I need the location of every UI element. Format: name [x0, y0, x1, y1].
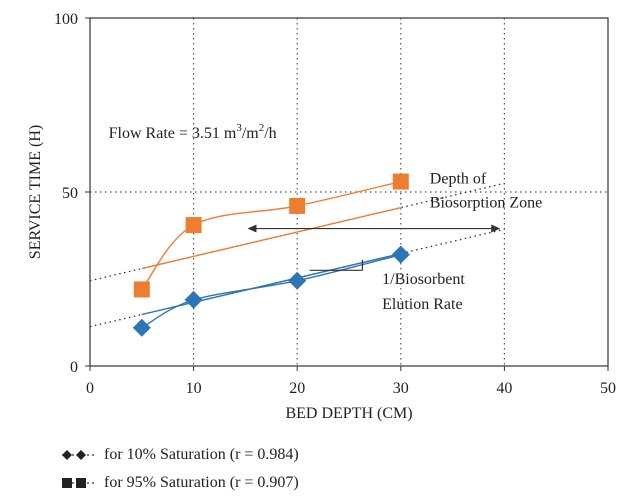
data-point-diamond	[391, 245, 410, 264]
data-point-diamond	[132, 318, 151, 337]
depth-zone-arrowhead-right	[491, 224, 501, 233]
x-axis-label: BED DEPTH (CM)	[285, 405, 412, 422]
series-curve-0	[141, 253, 401, 329]
data-point-square	[185, 217, 202, 234]
flow-rate-superscript: 2	[259, 122, 265, 134]
legend-symbol-square	[60, 476, 98, 490]
data-point-diamond	[288, 271, 307, 290]
x-tick-label: 20	[289, 380, 305, 397]
y-tick-label: 50	[62, 185, 78, 202]
y-axis-label: SERVICE TIME (H)	[27, 125, 44, 259]
x-tick-label: 0	[86, 380, 94, 397]
data-point-square	[133, 281, 150, 298]
x-tick-label: 10	[186, 380, 202, 397]
flow-rate-text: /m	[242, 125, 259, 142]
data-point-square	[392, 173, 409, 190]
y-tick-label: 0	[70, 359, 78, 376]
legend-label-10pct: for 10% Saturation (r = 0.984)	[104, 446, 299, 463]
flow-rate-superscript: 3	[236, 122, 242, 134]
data-point-diamond	[184, 290, 203, 309]
chart: 0 10 20 30 40 50 0 50 100 BED DEPTH (CM) SERVICE T…	[27, 11, 616, 422]
depth-zone-label-line2: Biosorption Zone	[430, 194, 542, 211]
fitline-0	[141, 252, 401, 316]
depth-zone-label-line1: Depth of	[430, 170, 487, 187]
elution-label-line1: 1/Biosorbent	[382, 271, 465, 288]
x-tick-label: 30	[393, 380, 409, 397]
flow-rate-annotation: Flow Rate = 3.51 m3/m2/h	[109, 122, 277, 142]
elution-label-line2: Elution Rate	[382, 296, 462, 313]
legend-label-95pct: for 95% Saturation (r = 0.907)	[104, 474, 299, 491]
y-tick-label: 100	[54, 11, 78, 28]
x-tick-label: 50	[600, 380, 616, 397]
data-point-square	[289, 197, 306, 214]
flow-rate-text: Flow Rate = 3.51 m	[109, 125, 237, 142]
fitline-1	[141, 206, 401, 270]
x-tick-label: 40	[496, 380, 512, 397]
series-curve-1	[141, 180, 401, 290]
legend-item-10pct: for 10% Saturation (r = 0.984)	[60, 446, 299, 464]
depth-zone-arrowhead-left	[247, 224, 257, 233]
legend-symbol-diamond	[60, 448, 98, 462]
flow-rate-text: /h	[264, 125, 276, 142]
legend-item-95pct: for 95% Saturation (r = 0.907)	[60, 474, 299, 492]
